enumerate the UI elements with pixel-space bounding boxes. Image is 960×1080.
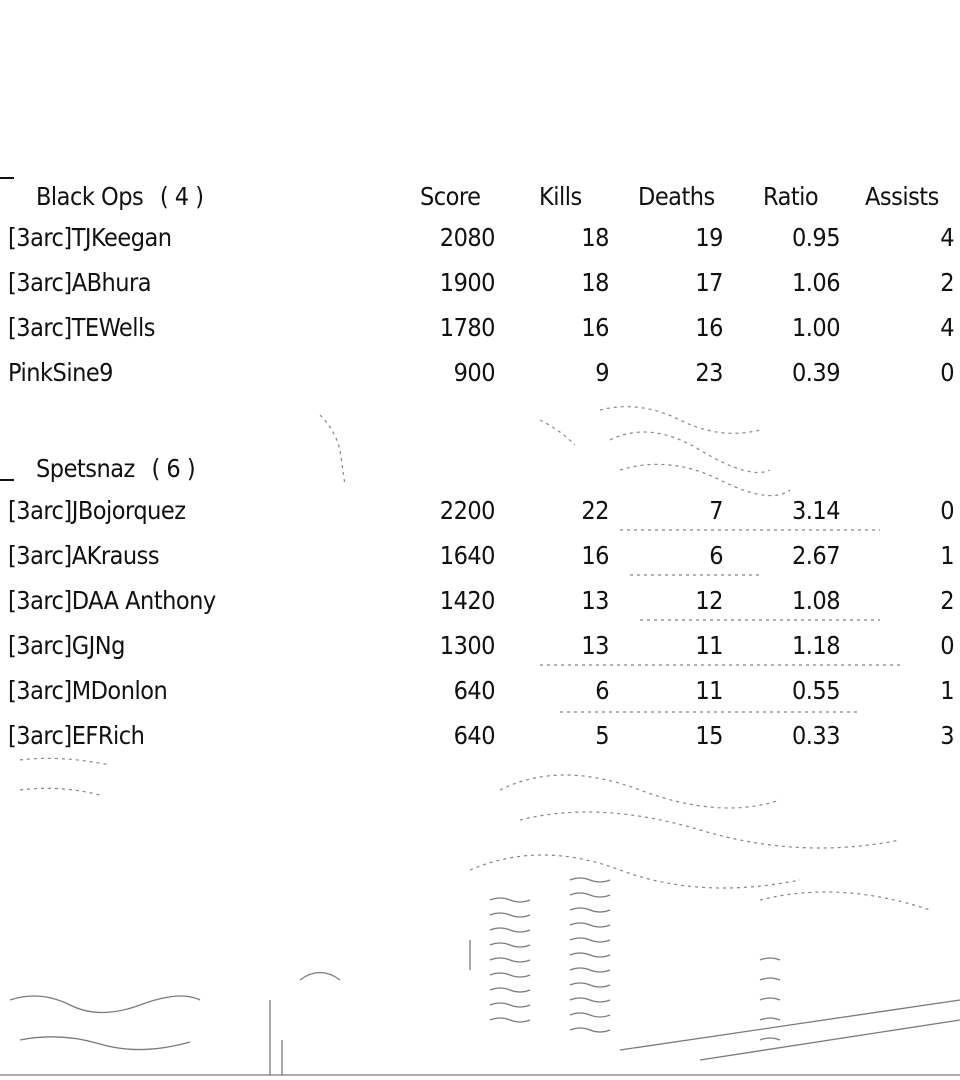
player-ratio: 1.06 [791, 268, 841, 297]
player-name: [3arc]EFRich [8, 721, 145, 750]
player-deaths: 11 [695, 631, 723, 660]
player-score: 2200 [439, 496, 496, 525]
player-score: 1420 [439, 586, 496, 615]
player-ratio: 1.00 [791, 313, 841, 342]
player-assists: 3 [940, 721, 954, 750]
player-assists: 2 [940, 268, 954, 297]
player-name: PinkSine9 [8, 358, 114, 387]
player-deaths: 11 [695, 676, 723, 705]
player-row: [3arc]MDonlon 640 6 11 0.55 1 [0, 671, 960, 711]
player-kills: 13 [581, 586, 609, 615]
player-assists: 0 [940, 358, 954, 387]
player-ratio: 1.18 [791, 631, 841, 660]
team-player-count: ( 6 ) [151, 454, 196, 483]
player-deaths: 16 [695, 313, 723, 342]
player-name: [3arc]ABhura [8, 268, 152, 297]
player-deaths: 12 [695, 586, 723, 615]
player-kills: 16 [581, 313, 609, 342]
player-kills: 18 [581, 268, 609, 297]
team-name: Spetsnaz ( 6 ) [36, 449, 196, 489]
player-kills: 6 [595, 676, 609, 705]
player-row: [3arc]TJKeegan 2080 18 19 0.95 4 [0, 218, 960, 258]
player-kills: 18 [581, 223, 609, 252]
column-header-score: Score [420, 182, 481, 211]
player-ratio: 0.95 [791, 223, 841, 252]
player-deaths: 17 [695, 268, 723, 297]
player-row: [3arc]EFRich 640 5 15 0.33 3 [0, 716, 960, 756]
team-name-label: Spetsnaz [36, 454, 135, 483]
player-score: 900 [453, 358, 496, 387]
player-ratio: 0.33 [791, 721, 841, 750]
player-kills: 13 [581, 631, 609, 660]
player-ratio: 0.55 [791, 676, 841, 705]
team-header-black-ops: Black Ops ( 4 ) Score Kills Deaths Ratio… [0, 177, 960, 217]
player-deaths: 23 [695, 358, 723, 387]
player-name: [3arc]TJKeegan [8, 223, 172, 252]
player-score: 1780 [439, 313, 496, 342]
player-score: 1640 [439, 541, 496, 570]
player-ratio: 1.08 [791, 586, 841, 615]
player-score: 2080 [439, 223, 496, 252]
player-assists: 4 [940, 313, 954, 342]
column-header-kills: Kills [539, 182, 582, 211]
team-player-count: ( 4 ) [159, 182, 204, 211]
player-name: [3arc]JBojorquez [8, 496, 186, 525]
player-kills: 9 [595, 358, 609, 387]
player-deaths: 6 [709, 541, 723, 570]
player-assists: 1 [940, 676, 954, 705]
player-kills: 5 [595, 721, 609, 750]
player-ratio: 0.39 [791, 358, 841, 387]
player-assists: 0 [940, 631, 954, 660]
team-name: Black Ops ( 4 ) [36, 177, 204, 217]
team-marker-icon [0, 479, 14, 481]
player-row: [3arc]TEWells 1780 16 16 1.00 4 [0, 308, 960, 348]
player-row: [3arc]ABhura 1900 18 17 1.06 2 [0, 263, 960, 303]
player-name: [3arc]TEWells [8, 313, 155, 342]
player-row: [3arc]DAA Anthony 1420 13 12 1.08 2 [0, 581, 960, 621]
player-score: 1300 [439, 631, 496, 660]
player-assists: 0 [940, 496, 954, 525]
player-ratio: 2.67 [791, 541, 841, 570]
player-row: [3arc]JBojorquez 2200 22 7 3.14 0 [0, 491, 960, 531]
player-name: [3arc]GJNg [8, 631, 125, 660]
player-assists: 1 [940, 541, 954, 570]
player-score: 640 [453, 676, 496, 705]
column-header-ratio: Ratio [763, 182, 819, 211]
team-name-label: Black Ops [36, 182, 144, 211]
player-assists: 2 [940, 586, 954, 615]
player-name: [3arc]MDonlon [8, 676, 168, 705]
player-kills: 16 [581, 541, 609, 570]
player-deaths: 15 [695, 721, 723, 750]
player-kills: 22 [581, 496, 609, 525]
player-score: 640 [453, 721, 496, 750]
column-header-assists: Assists [865, 182, 939, 211]
column-header-deaths: Deaths [638, 182, 715, 211]
player-name: [3arc]DAA Anthony [8, 586, 216, 615]
player-score: 1900 [439, 268, 496, 297]
player-name: [3arc]AKrauss [8, 541, 160, 570]
team-marker-icon [0, 177, 14, 179]
player-ratio: 3.14 [791, 496, 841, 525]
player-deaths: 7 [709, 496, 723, 525]
player-row: PinkSine9 900 9 23 0.39 0 [0, 353, 960, 393]
team-header-spetsnaz: Spetsnaz ( 6 ) [0, 449, 960, 489]
player-row: [3arc]GJNg 1300 13 11 1.18 0 [0, 626, 960, 666]
player-deaths: 19 [695, 223, 723, 252]
player-row: [3arc]AKrauss 1640 16 6 2.67 1 [0, 536, 960, 576]
player-assists: 4 [940, 223, 954, 252]
